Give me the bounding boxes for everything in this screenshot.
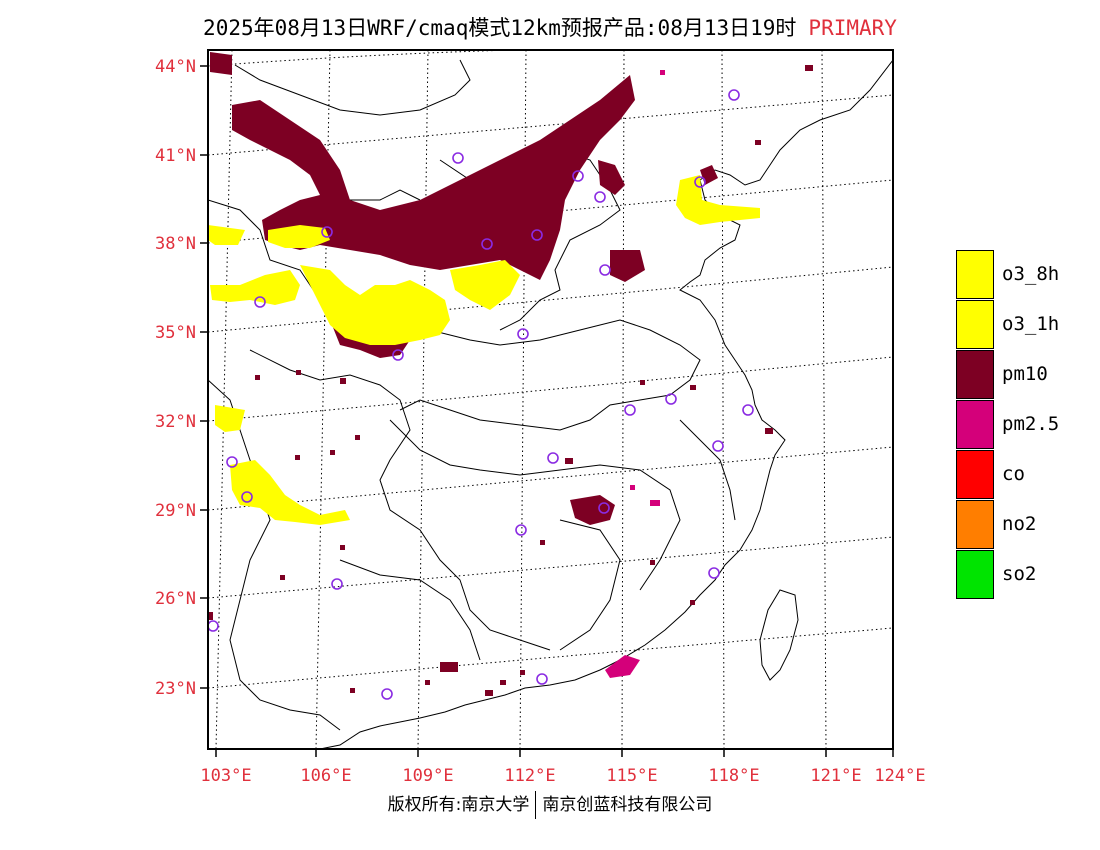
copyright-footer: 版权所有:南京大学 南京创蓝科技有限公司 xyxy=(0,790,1100,819)
pm10-regions xyxy=(210,52,718,678)
lat-label-35: 35°N xyxy=(155,323,196,343)
footer-separator xyxy=(535,791,537,819)
legend-label-so2: so2 xyxy=(1002,563,1037,585)
map-frame xyxy=(207,49,894,750)
pollutant-legend: o3_8h o3_1h pm10 pm2.5 co no2 so2 xyxy=(956,250,1086,600)
lon-label-109: 109°E xyxy=(402,766,453,786)
legend-item-pm10: pm10 xyxy=(956,350,1086,400)
legend-swatch-o3-8h xyxy=(956,250,994,299)
legend-label-o3-8h: o3_8h xyxy=(1002,263,1060,285)
graticule xyxy=(208,50,893,749)
lat-label-26: 26°N xyxy=(155,589,196,609)
legend-item-no2: no2 xyxy=(956,500,1086,550)
legend-label-o3-1h: o3_1h xyxy=(1002,313,1060,335)
lat-label-41: 41°N xyxy=(155,146,196,166)
legend-label-no2: no2 xyxy=(1002,513,1037,535)
legend-swatch-pm10 xyxy=(956,350,994,399)
legend-item-pm25: pm2.5 xyxy=(956,400,1086,450)
legend-item-co: co xyxy=(956,450,1086,500)
legend-item-o3-8h: o3_8h xyxy=(956,250,1086,300)
legend-swatch-pm25 xyxy=(956,400,994,449)
lat-label-44: 44°N xyxy=(155,57,196,77)
lat-label-38: 38°N xyxy=(155,234,196,254)
lon-label-115: 115°E xyxy=(606,766,657,786)
legend-item-o3-1h: o3_1h xyxy=(956,300,1086,350)
lon-label-103: 103°E xyxy=(200,766,251,786)
copyright-left: 版权所有:南京大学 xyxy=(387,795,530,815)
legend-swatch-so2 xyxy=(956,550,994,599)
lat-label-29: 29°N xyxy=(155,501,196,521)
legend-label-co: co xyxy=(1002,463,1025,485)
legend-label-pm10: pm10 xyxy=(1002,363,1048,385)
legend-item-so2: so2 xyxy=(956,550,1086,600)
lon-label-124: 124°E xyxy=(874,766,925,786)
coastline xyxy=(208,59,893,749)
scattered-pixels xyxy=(208,65,813,696)
o3-regions xyxy=(208,175,760,525)
tick-marks xyxy=(200,65,894,757)
lon-label-118: 118°E xyxy=(708,766,759,786)
lon-label-121: 121°E xyxy=(810,766,861,786)
station-markers xyxy=(208,89,754,700)
title-text: 2025年08月13日WRF/cmaq模式12km预报产品:08月13日19时 xyxy=(203,16,797,40)
lat-label-32: 32°N xyxy=(155,412,196,432)
map-content xyxy=(208,50,893,749)
map-title: 2025年08月13日WRF/cmaq模式12km预报产品:08月13日19时 P… xyxy=(0,12,1100,42)
legend-swatch-no2 xyxy=(956,500,994,549)
lon-label-106: 106°E xyxy=(300,766,351,786)
legend-swatch-co xyxy=(956,450,994,499)
legend-swatch-o3-1h xyxy=(956,300,994,349)
lon-label-112: 112°E xyxy=(504,766,555,786)
legend-label-pm25: pm2.5 xyxy=(1002,413,1060,435)
lat-label-23: 23°N xyxy=(155,679,196,699)
primary-badge: PRIMARY xyxy=(808,16,897,40)
copyright-right: 南京创蓝科技有限公司 xyxy=(542,795,713,815)
